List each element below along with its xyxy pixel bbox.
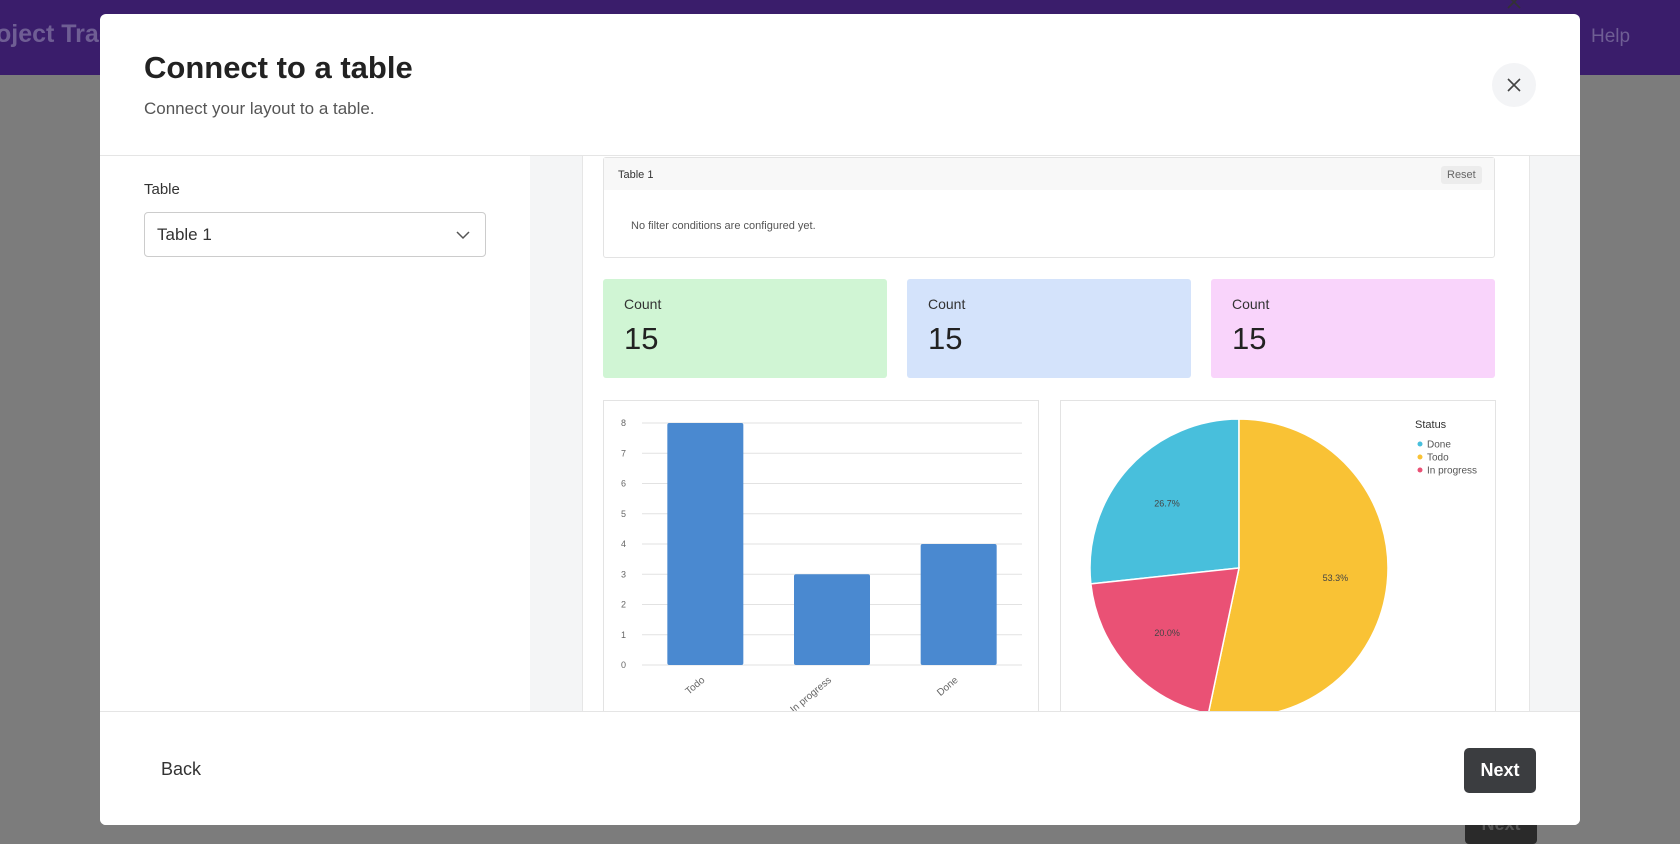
slice-label: 26.7% — [1154, 498, 1180, 508]
reset-button[interactable]: Reset — [1441, 166, 1482, 184]
filter-header: Table 1 Reset — [604, 158, 1494, 190]
x-tick-label: Todo — [684, 675, 708, 698]
dialog-subtitle: Connect your layout to a table. — [144, 99, 375, 118]
next-button[interactable]: Next — [1464, 748, 1536, 793]
y-tick-label: 2 — [621, 600, 626, 610]
card-value: 15 — [928, 321, 963, 356]
pie-slice — [1208, 418, 1389, 711]
divider — [100, 711, 1580, 712]
legend-swatch — [1417, 454, 1423, 460]
y-tick-label: 7 — [621, 448, 626, 458]
help-link[interactable]: Help — [1591, 26, 1631, 47]
back-button[interactable]: Back — [161, 759, 202, 779]
legend-label: In progress — [1427, 466, 1477, 477]
slice-label: 20.0% — [1154, 628, 1180, 638]
table-select[interactable]: Table 1 — [144, 212, 486, 257]
y-tick-label: 8 — [621, 418, 626, 428]
select-value: Table 1 — [157, 225, 212, 244]
card-label: Count — [1232, 296, 1270, 312]
legend-label: Done — [1427, 440, 1451, 451]
close-button[interactable] — [1492, 63, 1536, 107]
app-title: oject Trac — [0, 20, 113, 48]
bar-chart-card: 0 1 2 3 4 5 6 7 8 Todo In progress Done — [603, 400, 1039, 711]
dialog-footer — [100, 712, 1580, 825]
count-card: Count 15 — [603, 279, 887, 378]
bar-chart: 0 1 2 3 4 5 6 7 8 Todo In progress Done — [621, 418, 1022, 711]
close-icon — [1507, 78, 1521, 92]
legend-swatch — [1417, 467, 1423, 473]
y-tick-label: 0 — [621, 660, 626, 670]
bar — [667, 423, 744, 665]
x-tick-label: Done — [935, 675, 961, 699]
y-tick-label: 3 — [621, 569, 626, 579]
pie-chart: 26.7% 53.3% 20.0% Status Done Todo In progress — [1089, 418, 1477, 711]
legend-label: Todo — [1427, 453, 1449, 464]
y-tick-label: 1 — [621, 630, 626, 640]
card-label: Count — [928, 296, 966, 312]
bar — [920, 544, 997, 665]
filter-panel: Table 1 Reset No filter conditions are c… — [603, 157, 1495, 258]
count-card: Count 15 — [907, 279, 1191, 378]
filter-empty: No filter conditions are configured yet. — [631, 220, 816, 232]
card-value: 15 — [1232, 321, 1267, 356]
count-card: Count 15 — [1211, 279, 1495, 378]
dialog-title: Connect to a table — [144, 50, 413, 85]
y-tick-label: 4 — [621, 539, 626, 549]
layout-preview: Table 1 Reset No filter conditions are c… — [530, 156, 1580, 711]
chevron — [456, 231, 470, 240]
pie-chart-card: 26.7% 53.3% 20.0% Status Done Todo In progress — [1060, 400, 1496, 711]
pie-slice — [1090, 567, 1240, 711]
card-label: Count — [624, 296, 662, 312]
bg-close-icon — [1507, 0, 1521, 9]
pie-slice — [1089, 418, 1240, 585]
y-tick-label: 6 — [621, 479, 626, 489]
legend-swatch — [1417, 441, 1423, 447]
filter-title: Table 1 — [618, 169, 654, 181]
card-value: 15 — [624, 321, 659, 356]
legend-title: Status — [1415, 419, 1447, 431]
bar — [794, 574, 870, 665]
x-tick-label: In progress — [789, 675, 834, 711]
slice-label: 53.3% — [1323, 573, 1349, 583]
dialog: Connect to a table Connect your layout t… — [100, 14, 1580, 825]
y-tick-label: 5 — [621, 509, 626, 519]
field-label: Table — [144, 181, 180, 198]
divider — [100, 155, 1580, 156]
